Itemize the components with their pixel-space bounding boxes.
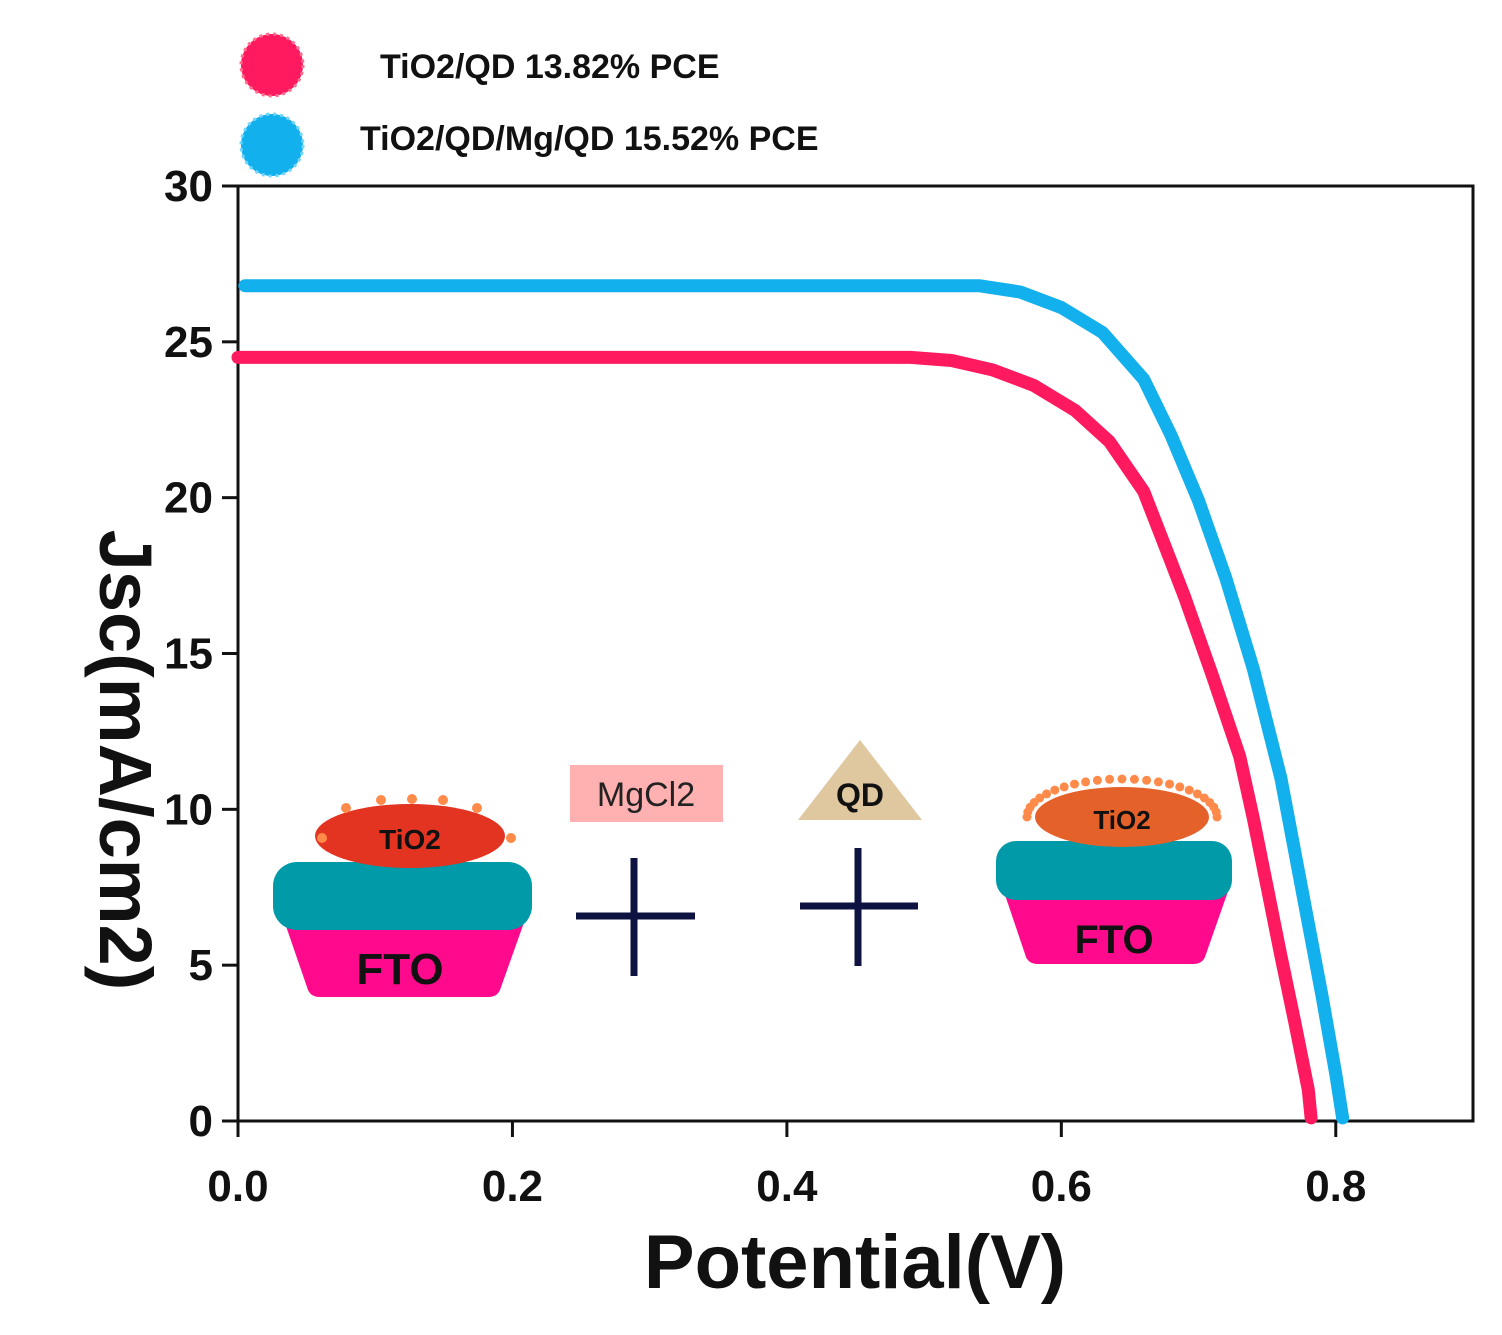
fto-label-right: FTO <box>1074 918 1153 962</box>
qd-label: QD <box>836 777 884 813</box>
qd-dot <box>1117 774 1127 784</box>
legend-label-tio2-qd: TiO2/QD 13.82% PCE <box>380 48 720 86</box>
series-line-tio2-qd <box>231 350 1318 1125</box>
y-axis-label: Jsc(mA/cm2) <box>84 530 167 991</box>
qd-dot <box>1081 777 1091 787</box>
y-tick-label: 30 <box>164 162 213 211</box>
tio2-particle-left <box>315 804 505 868</box>
y-tick-label: 15 <box>164 630 213 679</box>
qd-dot <box>1105 774 1115 784</box>
qd-tag: QD <box>798 740 922 820</box>
tio2-particle-right <box>1035 787 1209 847</box>
qd-dot <box>1070 779 1079 789</box>
y-tick-label: 25 <box>164 318 213 367</box>
x-tick-label: 0.6 <box>1031 1162 1092 1211</box>
qd-dot <box>1035 793 1045 803</box>
legend-item-tio2-qd: TiO2/QD 13.82% PCE <box>239 32 720 98</box>
qd-triangle <box>798 740 922 820</box>
qd-dot <box>1184 785 1194 795</box>
y-tick-label: 5 <box>189 941 213 990</box>
qd-dots-right <box>1022 774 1222 822</box>
qd-dot <box>1192 789 1202 799</box>
y-tick-label: 20 <box>164 474 213 523</box>
fto-layer-right <box>1000 880 1232 964</box>
qd-dot <box>1142 775 1152 785</box>
tio2-label-right: TiO2 <box>1093 805 1150 835</box>
schematic-inset: FTO TiO2 MgCl2 <box>273 740 1232 997</box>
qd-dot <box>1092 775 1102 785</box>
y-tick-label: 0 <box>189 1097 213 1146</box>
qd-dots-left <box>317 794 516 843</box>
qd-dot <box>1153 777 1163 787</box>
series-line-tio2-qd-mg-qd <box>238 279 1350 1125</box>
y-tick-label: 10 <box>164 785 213 834</box>
qd-dot <box>1175 782 1185 792</box>
mgcl2-label: MgCl2 <box>597 776 695 814</box>
x-tick-label: 0.0 <box>207 1162 268 1211</box>
plus-sign-2 <box>800 848 918 966</box>
x-tick-label: 0.8 <box>1305 1162 1366 1211</box>
x-axis-ticks: 0.0 0.2 0.4 0.6 0.8 <box>207 1121 1366 1211</box>
legend: TiO2/QD 13.82% PCE TiO2/QD/Mg/QD 15.52% … <box>239 32 819 178</box>
qd-dot <box>1050 785 1060 795</box>
qd-dot <box>1129 774 1139 784</box>
qd-dot <box>1212 812 1222 822</box>
schematic-left-stack: FTO TiO2 <box>273 794 532 997</box>
legend-marker-tio2-qd-mg-qd <box>239 112 305 178</box>
qd-dot <box>1059 782 1069 792</box>
legend-label-tio2-qd-mg-qd: TiO2/QD/Mg/QD 15.52% PCE <box>360 120 819 158</box>
x-tick-label: 0.4 <box>756 1162 818 1211</box>
series-layer <box>231 279 1350 1125</box>
legend-item-tio2-qd-mg-qd: TiO2/QD/Mg/QD 15.52% PCE <box>239 112 819 178</box>
substrate-layer-right <box>996 841 1232 900</box>
tio2-label-left: TiO2 <box>379 824 441 855</box>
legend-marker-tio2-qd <box>239 32 305 98</box>
mgcl2-tag: MgCl2 <box>570 765 723 822</box>
plus-sign-1 <box>576 858 695 976</box>
qd-dot <box>1042 789 1052 799</box>
x-tick-label: 0.2 <box>482 1162 543 1211</box>
qd-dot <box>1165 779 1174 789</box>
y-axis-ticks: 0 5 10 15 20 25 30 <box>164 162 238 1146</box>
substrate-layer-left <box>273 862 532 930</box>
mgcl2-box <box>570 765 723 822</box>
x-axis-label: Potential(V) <box>644 1220 1066 1305</box>
fto-label-left: FTO <box>356 945 443 994</box>
schematic-right-stack: FTO TiO2 <box>996 774 1232 964</box>
